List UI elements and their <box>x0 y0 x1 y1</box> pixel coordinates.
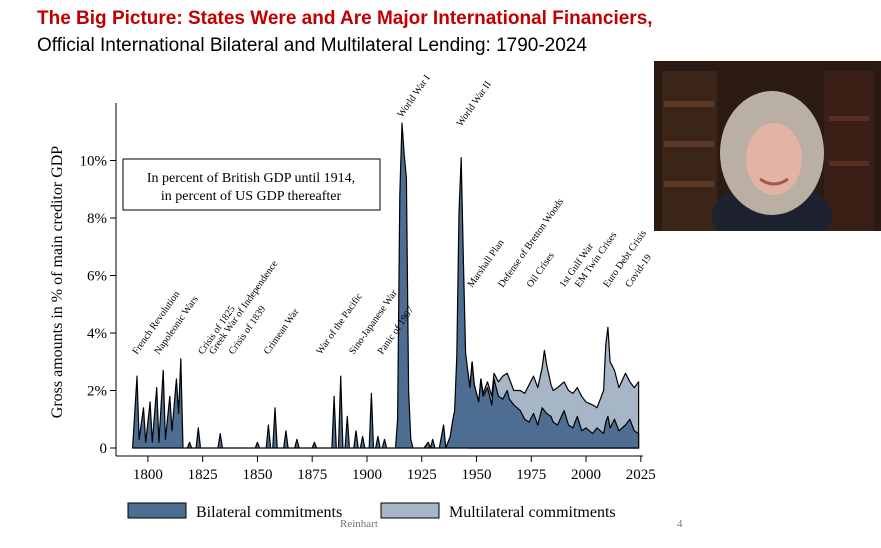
bilateral-area <box>132 122 640 449</box>
y-axis-label: Gross amounts in % of main creditor GDP <box>49 146 66 419</box>
page-number: 4 <box>677 518 683 530</box>
slide-subtitle: Official International Bilateral and Mul… <box>37 35 587 56</box>
y-tick-label: 2% <box>87 384 107 400</box>
x-ticks: 1800 1825 1850 1875 1900 1925 1950 1975 2000 2025 <box>133 456 656 483</box>
x-tick-label: 1900 <box>352 467 382 483</box>
x-tick-label: 1850 <box>242 467 272 483</box>
y-tick-label: 0 <box>100 441 108 457</box>
x-tick-label: 2025 <box>626 467 656 483</box>
y-tick-label: 4% <box>87 326 107 342</box>
legend-swatch-multilateral <box>380 502 440 519</box>
presenter-webcam <box>654 61 881 231</box>
y-tick-label: 8% <box>87 211 107 227</box>
event-annotation: Crimean War <box>262 306 302 356</box>
note-line-1: In percent of British GDP until 1914, <box>147 171 355 186</box>
slide-title: The Big Picture: States Were and Are Maj… <box>37 8 653 29</box>
event-annotation: Oil Crises <box>525 250 557 289</box>
x-tick-label: 1950 <box>462 467 492 483</box>
event-annotation: World War I <box>395 73 432 120</box>
x-tick-label: 1800 <box>133 467 163 483</box>
presenter-image <box>654 61 881 231</box>
x-tick-label: 1825 <box>188 467 218 483</box>
series-layer <box>132 122 640 449</box>
x-tick-label: 1925 <box>407 467 437 483</box>
event-annotation: World War II <box>455 79 494 128</box>
x-tick-label: 2000 <box>571 467 601 483</box>
legend-label-multilateral: Multilateral commitments <box>449 504 616 521</box>
note-box <box>122 158 381 211</box>
x-tick-label: 1875 <box>297 467 327 483</box>
legend: Bilateral commitments Multilateral commi… <box>127 502 616 521</box>
footer-author: Reinhart <box>340 518 378 530</box>
y-tick-label: 6% <box>87 269 107 285</box>
y-ticks: 0 2% 4% 6% 8% 10% <box>80 154 116 457</box>
x-tick-label: 1975 <box>516 467 546 483</box>
note-line-2: in percent of US GDP thereafter <box>161 189 342 204</box>
legend-swatch-bilateral <box>127 502 187 519</box>
y-tick-label: 10% <box>80 154 108 170</box>
legend-label-bilateral: Bilateral commitments <box>196 504 342 521</box>
